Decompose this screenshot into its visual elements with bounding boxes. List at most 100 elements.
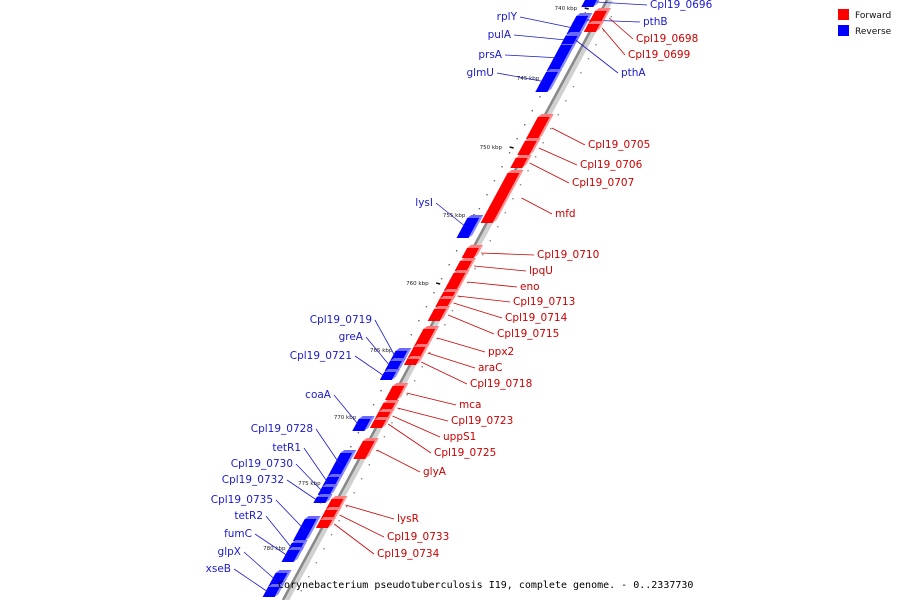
glpX-block-face[interactable] [268,573,288,587]
lpqU-block[interactable] [454,258,477,271]
glmU-block-face[interactable] [535,72,559,92]
greA-block[interactable] [384,358,407,371]
gene-label-Cpl19_0699[interactable]: Cpl19_0699 [628,49,690,61]
Cpl19_0735-block-face[interactable] [292,519,317,541]
gene-label-araC[interactable]: araC [478,362,503,374]
lysI-block-face[interactable] [456,218,480,238]
Cpl19_0706-block-face[interactable] [517,141,537,155]
Cpl19_0707-block-face[interactable] [510,158,528,168]
gene-label-glpX[interactable]: glpX [218,546,241,558]
lpqU-block-face[interactable] [454,261,473,271]
Cpl19_0730-block[interactable] [317,484,339,495]
gene-label-lpqU[interactable]: lpqU [529,265,553,277]
gene-label-fumC[interactable]: fumC [224,528,252,540]
Cpl19_0696-block[interactable] [581,0,602,7]
pthB-block-face[interactable] [572,16,589,24]
Cpl19_0721-block[interactable] [379,369,401,380]
mfd-block[interactable] [480,170,524,223]
Cpl19_0715-block-face[interactable] [427,309,447,321]
coaA-block-face[interactable] [352,419,371,431]
Cpl19_0732-block-face[interactable] [313,497,329,503]
Cpl19_0714-block-face[interactable] [435,299,452,307]
Cpl19_0725-block-face[interactable] [369,420,387,428]
glyA-block-face[interactable] [353,441,375,459]
gene-label-glmU[interactable]: glmU [467,67,495,79]
gene-label-Cpl19_0735[interactable]: Cpl19_0735 [211,494,273,506]
mfd-block-face[interactable] [480,173,520,223]
Cpl19_0707-block[interactable] [510,155,532,168]
mca-block[interactable] [385,383,409,400]
Cpl19_0710-block[interactable] [461,245,484,258]
gene-label-uppS1[interactable]: uppS1 [443,431,476,443]
Cpl19_0699-block[interactable] [583,21,605,32]
lysI-block[interactable] [456,215,484,238]
Cpl19_0734-block[interactable] [315,517,337,528]
gene-label-tetR2[interactable]: tetR2 [234,510,263,522]
gene-label-Cpl19_0734[interactable]: Cpl19_0734 [377,548,440,560]
gene-label-Cpl19_0728[interactable]: Cpl19_0728 [251,423,313,435]
Cpl19_0699-block-face[interactable] [583,24,601,32]
Cpl19_0734-block-face[interactable] [315,520,333,528]
ppx2-block[interactable] [413,326,440,347]
Cpl19_0725-block[interactable] [369,417,391,428]
gene-label-Cpl19_0721[interactable]: Cpl19_0721 [290,350,352,362]
glmU-block[interactable] [535,69,563,92]
gene-label-Cpl19_0705[interactable]: Cpl19_0705 [588,139,650,151]
gene-label-xseB[interactable]: xseB [206,563,231,575]
fumC-block-face[interactable] [281,550,300,562]
gene-label-Cpl19_0707[interactable]: Cpl19_0707 [572,177,634,189]
Cpl19_0706-block[interactable] [517,138,541,155]
gene-label-lysR[interactable]: lysR [397,513,419,525]
Cpl19_0732-block[interactable] [313,494,333,503]
gene-label-Cpl19_0725[interactable]: Cpl19_0725 [434,447,496,459]
gene-label-mca[interactable]: mca [459,399,481,411]
gene-label-pthA[interactable]: pthA [621,67,646,79]
gene-label-pthB[interactable]: pthB [643,16,668,28]
gene-label-eno[interactable]: eno [520,281,540,293]
fumC-block[interactable] [281,547,304,562]
gene-label-mfd[interactable]: mfd [555,208,576,220]
glpX-block[interactable] [268,570,292,587]
gene-label-Cpl19_0710[interactable]: Cpl19_0710 [537,249,599,261]
gene-label-Cpl19_0733[interactable]: Cpl19_0733 [387,531,449,543]
pthA-block-face[interactable] [561,36,578,44]
gene-label-Cpl19_0696[interactable]: Cpl19_0696 [650,0,713,11]
gene-label-Cpl19_0713[interactable]: Cpl19_0713 [513,296,575,308]
ppx2-block-face[interactable] [413,329,436,347]
gene-label-rplY[interactable]: rplY [497,11,518,23]
Cpl19_0735-block[interactable] [292,516,321,541]
Cpl19_0710-block-face[interactable] [461,248,480,258]
gene-label-Cpl19_0718[interactable]: Cpl19_0718 [470,378,532,390]
eno-block[interactable] [443,270,470,291]
Cpl19_0718-block[interactable] [403,356,424,365]
gene-label-pulA[interactable]: pulA [488,29,512,41]
gene-label-Cpl19_0714[interactable]: Cpl19_0714 [505,312,568,324]
pthB-block[interactable] [572,13,593,24]
gene-label-Cpl19_0706[interactable]: Cpl19_0706 [580,159,643,171]
gene-label-lysI[interactable]: lysI [415,197,433,209]
Cpl19_0730-block-face[interactable] [317,487,335,495]
gene-label-Cpl19_0732[interactable]: Cpl19_0732 [222,474,284,486]
Cpl19_0696-block-face[interactable] [581,0,598,7]
glyA-block[interactable] [353,438,379,459]
coaA-block[interactable] [352,416,375,431]
gene-label-Cpl19_0723[interactable]: Cpl19_0723 [451,415,513,427]
gene-label-tetR1[interactable]: tetR1 [272,442,301,454]
gene-label-greA[interactable]: greA [339,331,364,343]
mca-block-face[interactable] [385,386,405,400]
Cpl19_0715-block[interactable] [427,306,451,321]
gene-label-Cpl19_0715[interactable]: Cpl19_0715 [497,328,559,340]
Cpl19_0721-block-face[interactable] [379,372,397,380]
gene-label-glyA[interactable]: glyA [423,466,447,478]
greA-block-face[interactable] [384,361,403,371]
pthA-block[interactable] [561,33,582,44]
gene-label-Cpl19_0730[interactable]: Cpl19_0730 [231,458,293,470]
Cpl19_0705-block[interactable] [525,114,554,139]
xseB-block-face[interactable] [262,587,281,597]
gene-label-coaA[interactable]: coaA [305,389,332,401]
Cpl19_0705-block-face[interactable] [525,117,550,139]
xseB-block[interactable] [262,584,285,597]
gene-label-prsA[interactable]: prsA [478,49,502,61]
Cpl19_0714-block[interactable] [435,296,456,307]
